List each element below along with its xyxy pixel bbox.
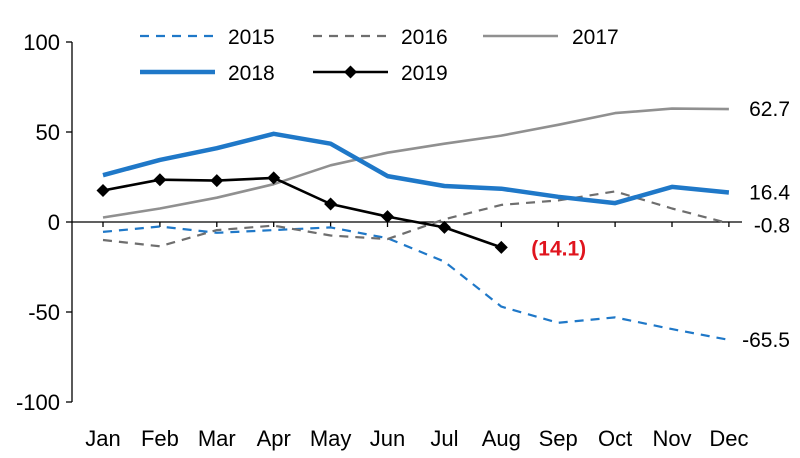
y-tick-label: 50 xyxy=(36,120,60,145)
series-layer xyxy=(96,107,730,341)
x-tick-label: Jun xyxy=(370,426,405,451)
legend-label-2016: 2016 xyxy=(401,26,448,49)
legend-label-2018: 2018 xyxy=(228,62,275,85)
y-tick-label: -100 xyxy=(16,390,60,415)
marker-2019-Aug xyxy=(494,240,508,254)
marker-2019-Jun xyxy=(381,210,394,224)
series-line-2019 xyxy=(102,176,502,249)
end-label-2015: -65.5 xyxy=(742,329,790,352)
legend-label-2017: 2017 xyxy=(572,26,619,49)
callout-2019: (14.1) xyxy=(531,237,586,260)
end-label-2017: 62.7 xyxy=(749,98,790,121)
series-line-2017 xyxy=(102,107,729,219)
legend-label-2015: 2015 xyxy=(228,26,275,49)
y-tick-label: -50 xyxy=(28,300,60,325)
x-tick-label: Feb xyxy=(141,426,179,451)
y-tick-label: 0 xyxy=(48,210,60,235)
end-label-2018: 16.4 xyxy=(749,181,790,204)
x-axis-ticks: Jan Feb Mar Apr May Jun Jul Aug Sep Oct Nov Dec xyxy=(85,222,748,451)
legend-label-2019: 2019 xyxy=(401,62,448,85)
x-tick-label: Sep xyxy=(539,426,578,451)
y-tick-label: 100 xyxy=(23,30,60,55)
legend-marker-2019 xyxy=(344,65,357,79)
series-line-2018 xyxy=(102,131,730,206)
marker-2019-Apr xyxy=(267,171,281,185)
x-tick-label: May xyxy=(310,426,352,451)
marker-2019-Jul xyxy=(437,220,451,234)
x-tick-label: Apr xyxy=(257,426,291,451)
x-tick-label: Jan xyxy=(85,426,120,451)
end-label-2016: -0.8 xyxy=(754,214,790,237)
series-line-2016 xyxy=(102,190,730,248)
marker-2019-Jan xyxy=(96,184,110,197)
x-tick-label: Oct xyxy=(598,426,632,451)
marker-2019-Feb xyxy=(153,173,167,187)
marker-2019-May xyxy=(324,197,338,211)
y-axis-ticks: 100 50 0 -50 -100 xyxy=(16,30,72,415)
marker-2019-Mar xyxy=(210,174,224,188)
legend: 2015 2016 2017 2018 2019 xyxy=(140,26,619,85)
x-tick-label: Jul xyxy=(430,426,458,451)
x-tick-label: Aug xyxy=(482,426,521,451)
x-tick-label: Dec xyxy=(709,426,748,451)
x-tick-label: Nov xyxy=(652,426,691,451)
series-line-2015 xyxy=(102,225,730,341)
x-tick-label: Mar xyxy=(198,426,236,451)
